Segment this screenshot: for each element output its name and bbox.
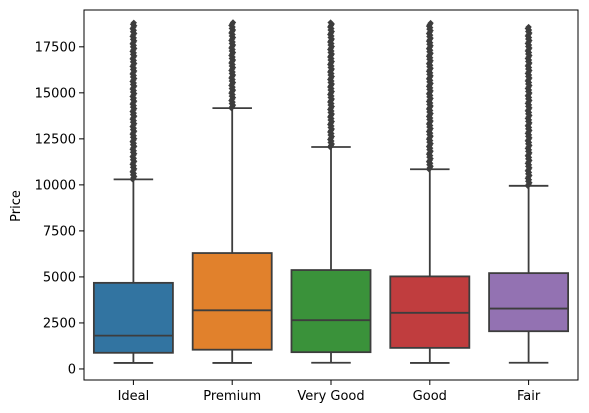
box-iqr bbox=[488, 272, 570, 333]
outlier-marker bbox=[130, 19, 137, 26]
outlier-marker bbox=[427, 19, 434, 27]
x-tick-label: Good bbox=[413, 389, 447, 404]
y-tick-label: 2500 bbox=[43, 316, 76, 331]
outlier-marker bbox=[229, 19, 237, 26]
box-group bbox=[488, 23, 570, 364]
outlier-marker bbox=[525, 23, 532, 31]
box-iqr bbox=[191, 252, 273, 351]
x-tick-label: Ideal bbox=[118, 389, 150, 404]
box-group bbox=[191, 19, 273, 364]
box-group bbox=[92, 19, 174, 364]
y-tick-label: 12500 bbox=[35, 132, 76, 147]
box-group bbox=[389, 19, 471, 364]
y-tick-label: 0 bbox=[68, 362, 76, 377]
y-tick-label: 17500 bbox=[35, 40, 76, 55]
box-iqr bbox=[290, 269, 372, 354]
y-tick-label: 7500 bbox=[43, 224, 76, 239]
box-group bbox=[290, 19, 372, 364]
y-tick-label: 10000 bbox=[35, 178, 76, 193]
y-tick-label: 5000 bbox=[43, 270, 76, 285]
y-axis-label: Price bbox=[9, 190, 24, 222]
y-tick-label: 15000 bbox=[35, 86, 76, 101]
axes-frame bbox=[83, 9, 579, 381]
plot-area: 0 2500 5000 7500 10000 12500 15000 17500 Ideal Pr… bbox=[35, 9, 579, 404]
x-tick-label: Fair bbox=[517, 389, 541, 404]
x-tick-label: Premium bbox=[203, 389, 261, 404]
x-tick-label: Very Good bbox=[297, 389, 364, 404]
outlier-marker bbox=[327, 19, 334, 26]
box-iqr bbox=[92, 281, 174, 354]
